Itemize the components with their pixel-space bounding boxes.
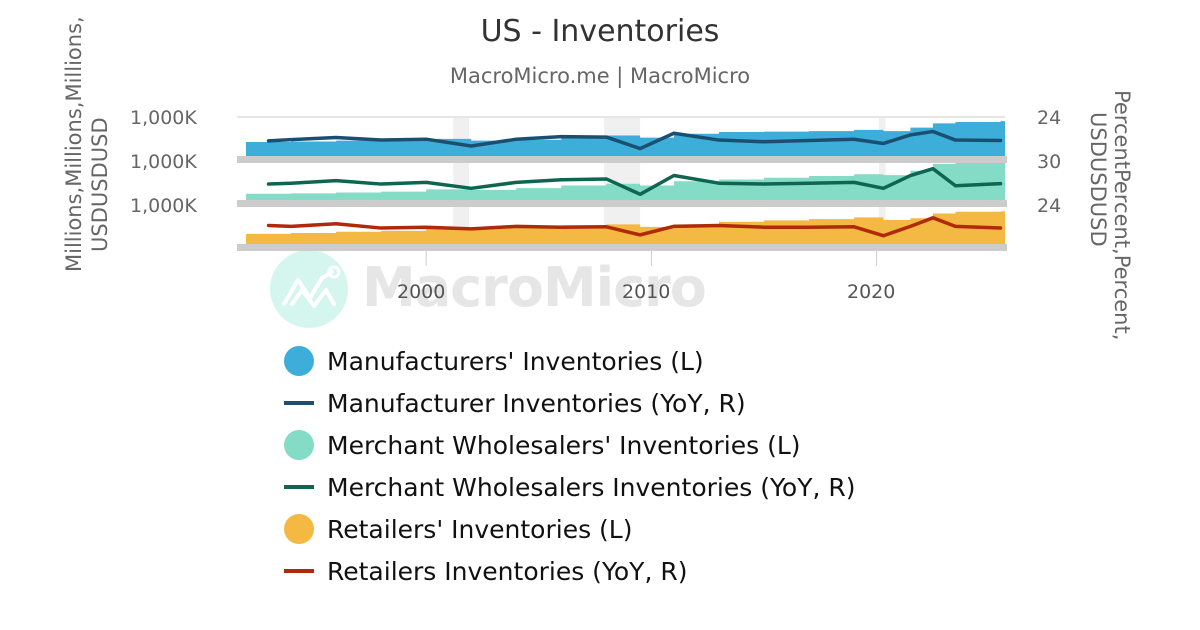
panel-baselines	[237, 156, 1007, 251]
legend-item-manufacturer-yoy[interactable]: Manufacturer Inventories (YoY, R)	[284, 382, 856, 424]
x-tick-label: 2010	[622, 281, 671, 303]
line-series-path	[266, 129, 1003, 151]
right-tick-label: 24	[1037, 107, 1062, 129]
x-tick-label: 2020	[847, 281, 896, 303]
legend-line-icon	[284, 401, 314, 405]
area-series	[246, 121, 1006, 246]
legend-label: Merchant Wholesalers Inventories (YoY, R…	[327, 472, 856, 502]
legend-dot-icon	[284, 514, 314, 544]
chart-legend: Manufacturers' Inventories (L) Manufactu…	[284, 340, 856, 592]
left-tick-label: 1,000K	[130, 195, 197, 217]
legend-dot-icon	[284, 346, 314, 376]
x-axis-ticks	[425, 251, 878, 266]
watermark: MacroMicro	[270, 250, 707, 330]
legend-label: Manufacturer Inventories (YoY, R)	[327, 388, 746, 418]
legend-label: Retailers Inventories (YoY, R)	[327, 556, 688, 586]
chart-subtitle: MacroMicro.me | MacroMicro	[449, 64, 751, 88]
legend-line-icon	[284, 569, 314, 573]
right-tick-label: 24	[1037, 195, 1062, 217]
panel-baseline	[237, 244, 1007, 251]
legend-label: Retailers' Inventories (L)	[327, 514, 633, 544]
area-series-path	[246, 162, 1006, 202]
legend-item-manufacturers-inventories[interactable]: Manufacturers' Inventories (L)	[284, 340, 856, 382]
line-series-path	[266, 216, 1003, 238]
area-series-path	[246, 211, 1006, 246]
legend-item-retailers-inventories[interactable]: Retailers' Inventories (L)	[284, 508, 856, 550]
right-tick-label: 30	[1037, 151, 1062, 173]
watermark-text: MacroMicro	[362, 256, 707, 319]
area-series-path	[246, 121, 1006, 158]
legend-label: Merchant Wholesalers' Inventories (L)	[327, 430, 801, 460]
chart-title: US - Inventories	[480, 14, 720, 49]
legend-item-retailers-yoy[interactable]: Retailers Inventories (YoY, R)	[284, 550, 856, 592]
left-tick-label: 1,000K	[130, 151, 197, 173]
line-series	[266, 129, 1003, 238]
x-tick-label: 2000	[397, 281, 446, 303]
legend-dot-icon	[284, 430, 314, 460]
legend-item-wholesalers-inventories[interactable]: Merchant Wholesalers' Inventories (L)	[284, 424, 856, 466]
legend-label: Manufacturers' Inventories (L)	[327, 346, 704, 376]
panel-baseline	[237, 200, 1007, 207]
chart-plot-area	[237, 116, 1007, 266]
macromicro-logo-icon	[270, 250, 348, 328]
left-tick-label: 1,000K	[130, 107, 197, 129]
legend-item-wholesalers-yoy[interactable]: Merchant Wholesalers Inventories (YoY, R…	[284, 466, 856, 508]
line-series-path	[266, 166, 1003, 197]
legend-line-icon	[284, 485, 314, 489]
panel-baseline	[237, 156, 1007, 163]
